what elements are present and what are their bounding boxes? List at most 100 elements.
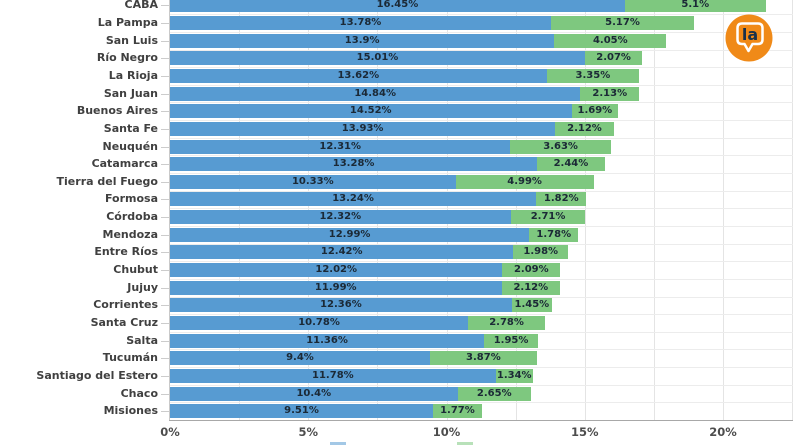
y-axis-tick: [161, 375, 169, 377]
bar-value-label: 2.65%: [476, 387, 512, 399]
horizontal-gridline: [170, 384, 793, 386]
horizontal-gridline: [170, 137, 793, 139]
category-label: Santiago del Estero: [36, 368, 158, 382]
bar-value-label: 11.78%: [312, 369, 354, 381]
y-axis-tick: [161, 128, 169, 130]
y-axis-tick: [161, 270, 169, 271]
bar-segment-blue: 11.78%: [170, 368, 496, 383]
category-label: Misiones: [103, 404, 158, 418]
bar-segment-green: 2.78%: [468, 315, 545, 330]
bar-value-label: 1.34%: [496, 369, 532, 381]
bar-value-label: 12.99%: [328, 228, 371, 240]
bar-value-label: 11.99%: [314, 281, 357, 293]
horizontal-gridline: [170, 67, 793, 69]
horizontal-gridline: [170, 278, 793, 280]
y-axis-tick: [161, 322, 169, 324]
y-axis-tick: [161, 111, 169, 113]
vertical-gridline: [515, 0, 517, 420]
bar-value-label: 10.78%: [298, 316, 340, 328]
vertical-gridline: [239, 0, 241, 420]
bar-value-label: 2.09%: [513, 264, 549, 275]
y-axis-tick: [161, 199, 169, 201]
bar-segment-green: 3.87%: [429, 351, 537, 366]
bar-segment-green: 2.07%: [585, 51, 643, 66]
horizontal-gridline: [170, 208, 793, 210]
bar-segment-blue: 13.9%: [170, 33, 555, 48]
bar-value-label: 12.42%: [320, 246, 363, 258]
category-label: Río Negro: [96, 51, 158, 65]
y-axis-tick: [161, 234, 169, 236]
category-label: La Rioja: [108, 69, 158, 82]
horizontal-gridline: [170, 349, 793, 351]
bar-segment-blue: 9.51%: [170, 404, 433, 419]
bar-value-label: 1.95%: [493, 334, 529, 346]
bar-segment-blue: 10.4%: [170, 386, 458, 401]
vertical-gridline: [308, 0, 310, 420]
category-label: Tucumán: [102, 351, 158, 365]
bar-value-label: 3.87%: [466, 352, 501, 364]
bar-segment-green: 4.99%: [455, 174, 594, 189]
bar-value-label: 1.82%: [543, 193, 579, 205]
x-axis-tick-label: 0%: [160, 425, 180, 439]
x-axis-tick-label: 20%: [709, 425, 737, 439]
vertical-gridline: [723, 0, 724, 420]
bar-value-label: 1.98%: [523, 246, 559, 258]
horizontal-gridline: [170, 402, 793, 404]
horizontal-gridline: [170, 367, 793, 368]
vertical-gridline: [446, 0, 448, 420]
bar-value-label: 2.78%: [489, 316, 524, 328]
bar-segment-green: 1.82%: [536, 192, 587, 207]
bar-value-label: 2.07%: [596, 52, 631, 64]
bar-segment-green: 1.34%: [495, 368, 533, 383]
bar-value-label: 11.36%: [306, 334, 348, 346]
category-label: CABA: [124, 0, 158, 12]
bar-value-label: 10.33%: [291, 175, 334, 187]
bar-segment-green: 2.13%: [580, 86, 640, 101]
category-label: Mendoza: [102, 227, 159, 241]
bar-value-label: 4.99%: [507, 175, 542, 187]
bar-value-label: 1.69%: [577, 105, 613, 117]
bar-value-label: 14.52%: [349, 105, 392, 117]
bar-value-label: 13.93%: [341, 122, 384, 134]
bar-value-label: 16.45%: [376, 0, 419, 11]
bar-segment-green: 2.12%: [501, 280, 561, 295]
category-label: Salta: [126, 333, 158, 347]
y-axis-tick: [161, 5, 169, 7]
vertical-gridline: [792, 0, 794, 420]
bar-value-label: 12.32%: [319, 211, 362, 223]
bar-value-label: 12.31%: [319, 140, 362, 152]
y-axis-tick: [161, 340, 169, 342]
bar-value-label: 14.84%: [354, 87, 396, 99]
horizontal-gridline: [170, 314, 793, 316]
x-axis-tick-label: 5%: [298, 425, 319, 439]
bar-value-label: 1.45%: [514, 299, 550, 311]
category-label: San Juan: [103, 86, 158, 100]
bar-value-label: 2.44%: [553, 158, 589, 170]
bar-value-label: 13.28%: [332, 158, 375, 170]
bar-segment-blue: 12.36%: [170, 298, 512, 313]
horizontal-gridline: [170, 296, 793, 298]
y-axis-tick: [161, 93, 169, 95]
category-label: Catamarca: [91, 157, 158, 171]
y-axis-tick: [161, 217, 169, 219]
bar-value-label: 1.77%: [440, 405, 475, 417]
bar-segment-blue: 12.02%: [170, 263, 503, 277]
bar-segment-green: 1.77%: [433, 404, 482, 419]
speech-bubble-logo-icon: la: [725, 14, 773, 62]
bar-value-label: 2.12%: [567, 122, 602, 134]
bar-value-label: 13.78%: [339, 17, 382, 28]
bar-segment-blue: 15.01%: [170, 51, 585, 66]
y-axis-tick: [161, 76, 169, 77]
bar-value-label: 2.71%: [530, 211, 566, 223]
bar-segment-blue: 13.62%: [170, 69, 547, 83]
bar-segment-blue: 11.99%: [170, 280, 502, 295]
bar-value-label: 9.4%: [286, 352, 314, 364]
category-label: Chaco: [120, 386, 158, 400]
bar-segment-green: 1.98%: [513, 245, 569, 260]
brand-logo: la: [725, 13, 773, 63]
bar-segment-green: 1.78%: [529, 227, 579, 242]
bar-segment-blue: 11.36%: [170, 333, 485, 348]
vertical-gridline: [377, 0, 379, 420]
bar-value-label: 10.4%: [296, 387, 332, 399]
bar-segment-green: 3.63%: [510, 139, 611, 154]
